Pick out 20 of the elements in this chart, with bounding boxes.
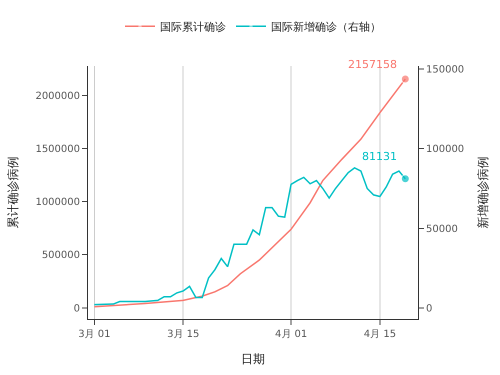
x-tick-label: 4月 15 [364, 329, 396, 340]
annotation: 81131 [362, 150, 397, 163]
x-tick-label: 4月 01 [274, 329, 308, 340]
y2-axis-title: 新增确诊病例 [476, 156, 490, 228]
x-tick-label: 3月 15 [167, 329, 200, 340]
y2-tick-label: 150000 [426, 64, 464, 76]
y-tick-label: 2000000 [35, 91, 80, 102]
y-axis-title: 累计确诊病例 [6, 156, 20, 228]
y-tick-label: 0 [74, 303, 80, 314]
y-tick-label: 1000000 [35, 197, 80, 208]
y2-tick-label: 50000 [426, 224, 458, 235]
legend-label: 国际累计确诊 [160, 20, 226, 34]
y2-tick-label: 100000 [426, 144, 464, 156]
y2-tick-label: 0 [426, 303, 432, 314]
annotation: 2157158 [348, 58, 397, 71]
y-tick-label: 1500000 [35, 144, 80, 156]
y-tick-label: 500000 [42, 250, 80, 262]
legend-label: 国际新增确诊（右轴） [271, 20, 381, 34]
x-axis-title: 日期 [241, 352, 265, 366]
x-tick-label: 3月 01 [78, 329, 110, 340]
